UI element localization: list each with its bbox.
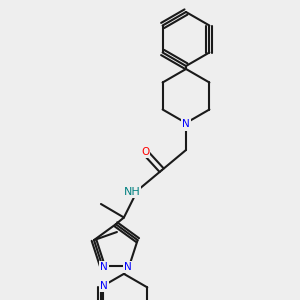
- Text: N: N: [100, 262, 108, 272]
- Text: N: N: [182, 119, 190, 130]
- Text: O: O: [141, 147, 149, 157]
- Text: N: N: [124, 262, 132, 272]
- Text: NH: NH: [124, 187, 140, 197]
- Text: N: N: [100, 281, 108, 291]
